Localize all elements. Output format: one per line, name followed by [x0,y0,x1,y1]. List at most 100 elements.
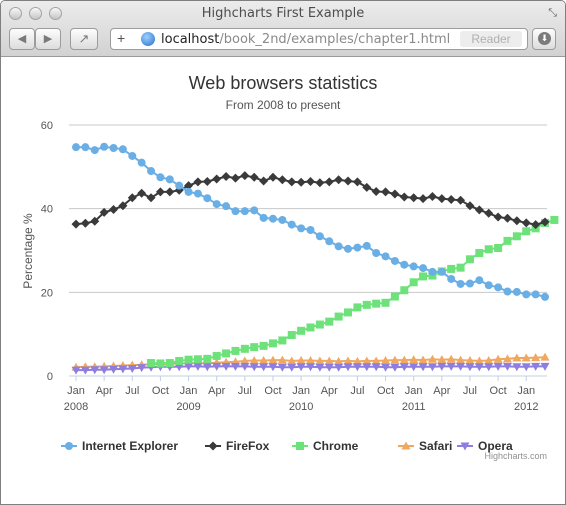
url-text[interactable]: localhost/book_2nd/examples/chapter1.htm… [161,32,450,47]
legend-item[interactable]: FireFox [205,439,270,453]
data-point [221,362,231,371]
data-point [287,331,296,340]
data-point [531,362,541,371]
data-point [287,177,297,187]
data-point [512,363,522,372]
data-point [343,356,353,365]
data-point [231,346,240,355]
data-point [249,356,259,365]
data-point [456,195,466,205]
forward-button[interactable]: ▶ [35,28,61,50]
add-bookmark-icon[interactable]: + [117,30,126,46]
data-point [493,354,503,363]
data-point [344,308,353,317]
data-point [221,171,231,181]
data-point [427,363,437,372]
data-point [184,181,194,191]
data-point [137,364,147,373]
data-point [372,249,381,258]
address-bar[interactable]: + localhost/book_2nd/examples/chapter1.h… [110,28,528,50]
x-tick-label: Apr [433,385,450,397]
fullscreen-icon[interactable]: ⤡ [548,7,557,19]
legend-marker [401,441,411,450]
data-point [352,177,362,187]
data-point [362,241,371,250]
data-point [203,194,212,203]
data-point [324,356,334,365]
data-point [240,171,250,181]
reader-button[interactable]: Reader [460,31,522,47]
data-point [259,176,269,186]
data-point [399,192,409,202]
url-path: /book_2nd/examples/chapter1.html [219,32,451,47]
data-point [484,356,494,365]
data-point [109,205,119,215]
data-point [202,363,212,372]
data-point [146,193,156,203]
data-point [72,143,80,152]
data-point [325,237,334,246]
legend-item[interactable]: Internet Explorer [61,439,178,453]
data-point [372,299,381,308]
data-point [127,193,137,203]
close-window-button[interactable] [9,7,22,20]
data-point [381,252,390,261]
x-tick-label: Jan [517,385,535,397]
chart-title: Web browsers statistics [189,73,378,93]
data-point [118,365,128,374]
data-point [137,158,146,167]
downloads-button[interactable]: ⬇ [532,28,556,50]
x-tick-label: Apr [96,385,113,397]
data-point [259,356,269,365]
data-point [306,363,315,372]
legend-item[interactable]: Chrome [292,439,359,453]
data-point [334,175,344,185]
x-tick-label: Oct [490,385,507,397]
data-point [268,355,278,364]
data-point [409,193,419,203]
data-point [296,177,306,187]
data-point [521,353,531,362]
data-point [324,177,334,187]
data-point [371,356,381,365]
back-button[interactable]: ◀ [9,28,35,50]
data-point [550,215,559,224]
data-point [399,355,409,364]
data-point [99,207,109,217]
data-point [344,244,353,253]
data-point [540,217,550,227]
data-point [447,274,456,283]
y-tick-label: 0 [47,371,53,383]
data-point [71,219,81,229]
data-point [287,363,297,372]
data-point [109,144,118,153]
data-point [109,365,119,374]
data-point [437,194,447,204]
x-axis-ticks: Jan 2008 Apr Jul Oct Jan 2009 Apr Jul Oct Jan 2010 A… [64,376,538,413]
data-point [381,298,390,307]
data-point [193,189,202,198]
data-point [390,363,400,372]
data-point [296,356,306,365]
zoom-window-button[interactable] [49,7,62,20]
globe-icon [141,32,155,46]
data-point [230,173,240,183]
share-button[interactable]: ↗ [70,28,98,50]
series-layer [71,142,559,375]
data-point [212,351,221,360]
credits-link[interactable]: Highcharts.com [484,451,547,461]
data-point [437,362,447,371]
data-point [240,362,250,371]
x-tick-label: Jul [125,385,139,397]
data-point [502,362,512,371]
data-point [427,192,437,202]
legend-item[interactable]: Safari [398,439,452,453]
legend-item[interactable]: Opera [457,439,513,453]
data-point [399,363,409,372]
data-point [118,145,127,154]
minimize-window-button[interactable] [29,7,42,20]
data-point [90,366,100,375]
data-point [259,363,269,372]
y-tick-label: 20 [41,287,53,299]
data-point [494,283,503,292]
